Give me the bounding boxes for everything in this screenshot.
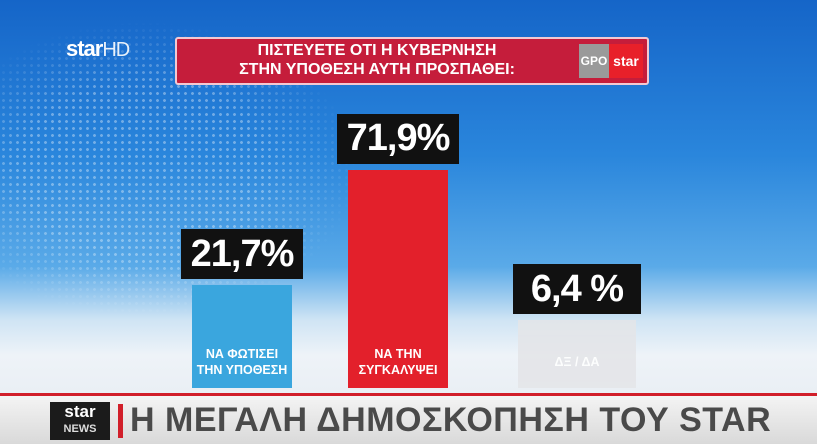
value-label: 21,7% <box>181 229 303 280</box>
pollster: GPO <box>579 44 609 78</box>
ticker-logo-bottom: NEWS <box>63 423 97 435</box>
bar <box>518 320 636 335</box>
title-box: ΠΙΣΤΕΥΕΤΕ ΟΤΙ Η ΚΥΒΕΡΝΗΣΗ ΣΤΗΝ ΥΠΟΘΕΣΗ Α… <box>175 37 649 85</box>
poll-badge: GPO star <box>579 44 643 78</box>
bar <box>348 169 448 335</box>
logo-channel: HD <box>102 39 130 61</box>
bar <box>192 285 292 335</box>
logo-brand: star <box>66 36 103 61</box>
ticker-headline: Η ΜΕΓΑΛΗ ΔΗΜΟΣΚΟΠΗΣΗ ΤΟΥ STAR <box>130 401 772 439</box>
badge-brand: star <box>609 44 643 78</box>
value-label: 6,4 % <box>513 264 641 315</box>
x-tick-label: ΝΑ ΤΗΝ ΣΥΓΚΑΛΥΨΕΙ <box>348 335 448 388</box>
news-ticker: star NEWS Η ΜΕΓΑΛΗ ΔΗΜΟΣΚΟΠΗΣΗ ΤΟΥ STAR <box>0 393 817 444</box>
x-tick-label: ΔΞ / ΔΑ <box>518 335 636 388</box>
chart-title-line: ΠΙΣΤΕΥΕΤΕ ΟΤΙ Η ΚΥΒΕΡΝΗΣΗ <box>257 42 497 59</box>
ticker-logo: star NEWS <box>50 402 110 440</box>
ticker-logo-top: star <box>64 402 96 421</box>
x-tick-label: ΝΑ ΦΩΤΙΣΕΙ ΤΗΝ ΥΠΟΘΕΣΗ <box>192 335 292 388</box>
chart-title-line: ΣΤΗΝ ΥΠΟΘΕΣΗ ΑΥΤΗ ΠΡΟΣΠΑΘΕΙ: <box>239 61 515 78</box>
ticker-divider <box>118 404 123 438</box>
value-label: 71,9% <box>337 113 459 164</box>
channel-logo: starHD <box>66 36 130 62</box>
